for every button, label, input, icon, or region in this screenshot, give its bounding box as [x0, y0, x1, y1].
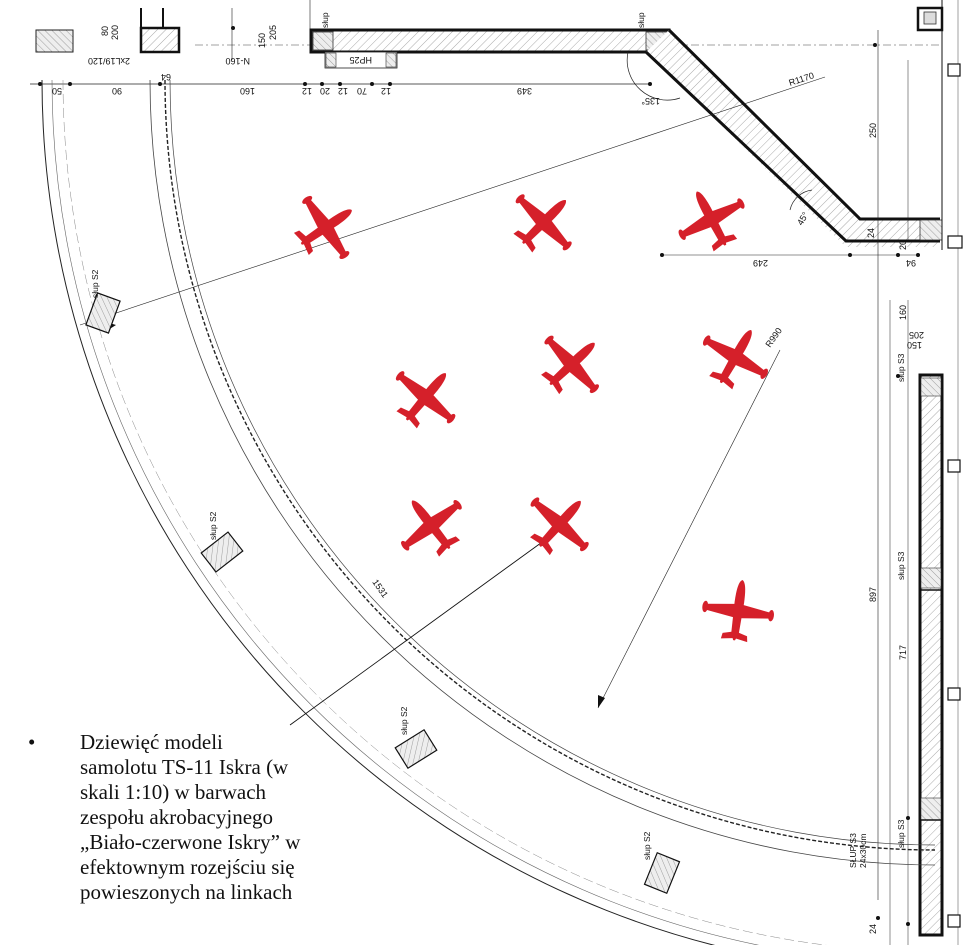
label-slup-s2-2: słup S2	[208, 511, 218, 540]
dim-200: 200	[110, 25, 120, 40]
label-slup-s3-1: słup S3	[896, 353, 906, 382]
dim-12-b: 12	[338, 86, 348, 96]
dim-64: 64	[161, 72, 171, 82]
label-slup-s3-size: 24x30cm	[858, 834, 868, 869]
dim-2xl19: 2xL19/120	[88, 56, 130, 66]
dim-897: 897	[868, 587, 878, 602]
caption-bullet: •	[28, 730, 36, 754]
dim-80: 80	[100, 26, 110, 36]
angle-135: 135°	[641, 96, 660, 106]
label-slup-s2-4: słup S2	[642, 831, 652, 860]
label-slup-s3-caps: SŁUP S3	[848, 833, 858, 868]
dim-150-right: 150	[907, 340, 922, 350]
label-slup-s3-3: słup S3	[896, 819, 906, 848]
dim-hp25: HP25	[349, 55, 372, 65]
dim-205-right: 205	[909, 330, 924, 340]
dim-160-right: 160	[898, 305, 908, 320]
dim-349: 349	[517, 86, 532, 96]
dim-n160: N-160	[225, 56, 250, 66]
dim-12-c: 12	[381, 86, 391, 96]
label-slup-1: słup	[320, 12, 330, 28]
plane-model	[689, 311, 783, 401]
dim-20-top: 20	[898, 240, 908, 250]
dim-94: 94	[906, 258, 916, 268]
radius-r1170: R1170	[788, 70, 816, 88]
dim-90: 90	[112, 86, 122, 96]
label-slup-s3-2: słup S3	[896, 551, 906, 580]
dim-150: 150	[257, 33, 267, 48]
dim-249: 249	[753, 258, 768, 268]
dim-20: 20	[320, 86, 330, 96]
dim-1531: 1531	[370, 577, 390, 599]
plane-model	[664, 174, 758, 263]
radius-r990: R990	[763, 326, 784, 349]
dim-250: 250	[868, 123, 878, 138]
plane-model	[497, 174, 592, 269]
caption-text: Dziewięć modeli samolotu TS-11 Iskra (w …	[80, 730, 301, 904]
dim-160: 160	[240, 86, 255, 96]
dim-70: 70	[357, 86, 367, 96]
label-slup-2: słup	[636, 12, 646, 28]
plane-model	[513, 476, 608, 571]
dim-12-a: 12	[302, 86, 312, 96]
plane-models	[281, 174, 783, 646]
plane-model	[383, 478, 478, 571]
dim-24-top: 24	[866, 228, 876, 238]
dim-717: 717	[898, 645, 908, 660]
plane-model	[525, 316, 620, 411]
dim-205: 205	[268, 25, 278, 40]
label-slup-s2-3: słup S2	[399, 706, 409, 735]
plane-model	[379, 350, 474, 444]
angle-45: 45°	[795, 210, 811, 227]
dim-24-bottom: 24	[868, 924, 878, 934]
plane-model	[698, 574, 779, 646]
label-slup-s2-1: słup S2	[90, 269, 100, 298]
plane-model	[281, 180, 372, 274]
dim-50: 50	[52, 86, 62, 96]
